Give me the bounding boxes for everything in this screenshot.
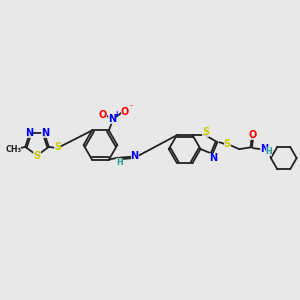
Text: S: S: [54, 142, 61, 152]
Text: N: N: [108, 114, 116, 124]
Text: O: O: [99, 110, 107, 120]
Text: ⁻: ⁻: [128, 103, 133, 112]
Text: S: S: [202, 127, 209, 137]
Text: N: N: [41, 128, 50, 138]
Text: N: N: [209, 153, 217, 163]
Text: +: +: [114, 110, 120, 119]
Text: O: O: [249, 130, 257, 140]
Text: H: H: [116, 158, 123, 167]
Text: O: O: [121, 106, 129, 117]
Text: N: N: [260, 144, 268, 154]
Text: S: S: [34, 152, 40, 161]
Text: H: H: [266, 147, 272, 156]
Text: CH₃: CH₃: [5, 146, 22, 154]
Text: N: N: [130, 151, 139, 161]
Text: S: S: [224, 139, 231, 149]
Text: N: N: [25, 128, 33, 138]
